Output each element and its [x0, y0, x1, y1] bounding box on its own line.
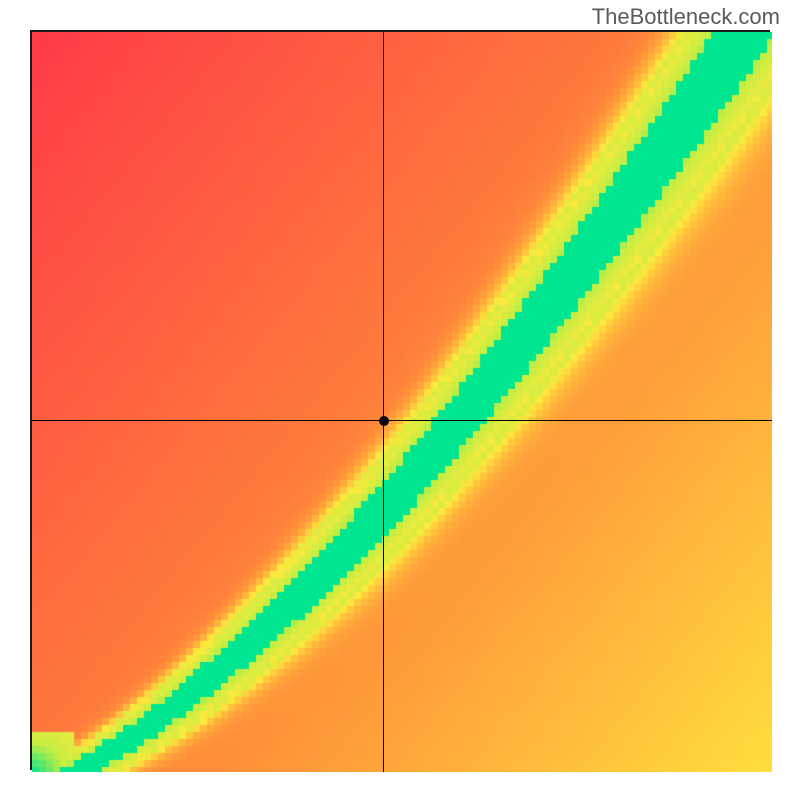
crosshair-dot: [379, 416, 389, 426]
crosshair-vertical: [383, 32, 384, 772]
chart-container: TheBottleneck.com: [0, 0, 800, 800]
watermark-text: TheBottleneck.com: [592, 4, 780, 30]
plot-border: [30, 30, 770, 770]
crosshair-horizontal: [32, 420, 772, 421]
heatmap-canvas: [32, 32, 772, 772]
